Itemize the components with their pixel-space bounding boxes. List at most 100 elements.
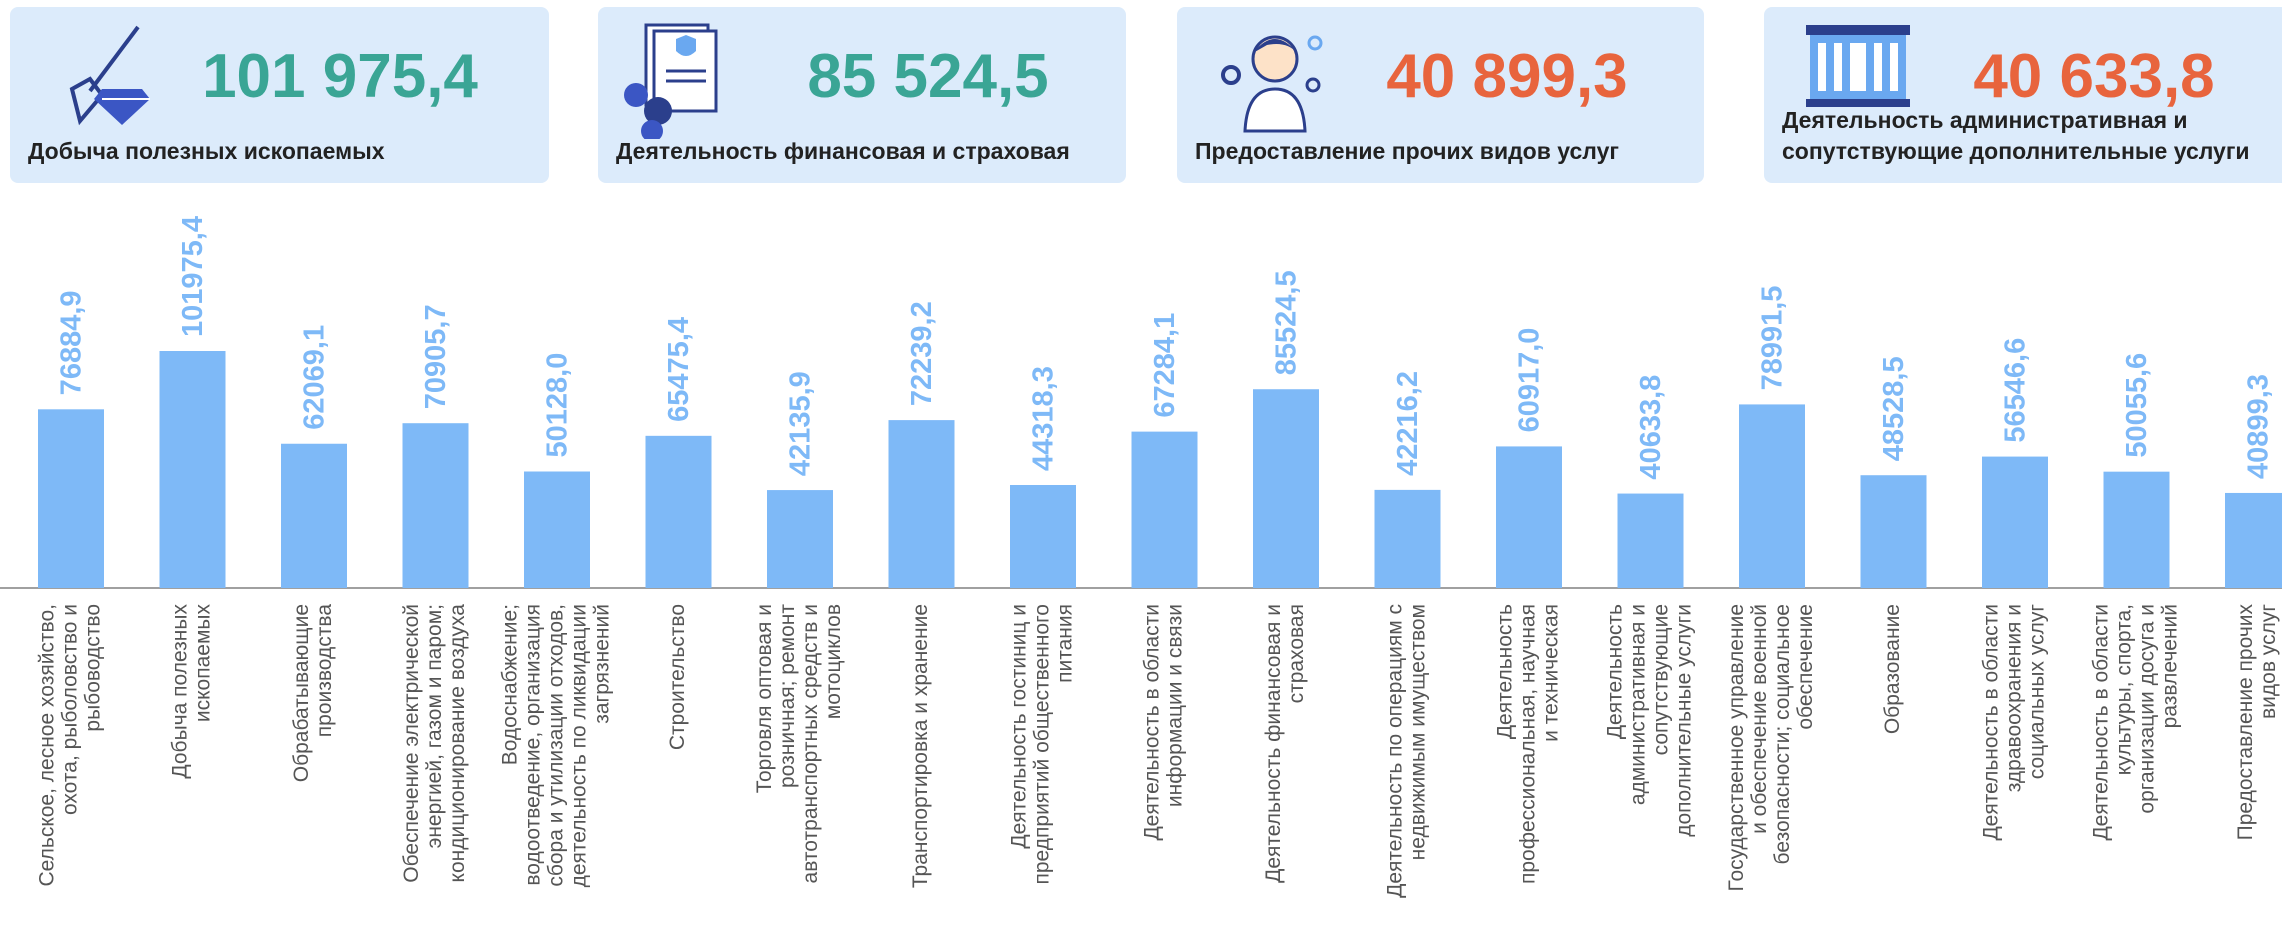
x-tick-label: Водоснабжение;	[499, 604, 522, 765]
icon-mining	[69, 25, 150, 126]
data-label: 40633,8	[1635, 375, 1667, 480]
x-tick-label: Образование	[1881, 604, 1904, 734]
x-tick-label: Деятельность в области	[1980, 604, 2003, 841]
x-tick-label: и обеспечение военной	[1748, 604, 1771, 834]
bar	[1617, 493, 1684, 588]
bar	[38, 409, 104, 588]
x-tick-label: здравоохранения и	[2003, 604, 2026, 792]
card-value: 40 633,8	[1973, 42, 2215, 111]
x-tick-label: водоотведение, организация	[522, 604, 545, 886]
x-tick-label: информации и связи	[1164, 604, 1187, 807]
data-label: 40899,3	[2243, 374, 2275, 479]
data-label: 42216,2	[1392, 371, 1424, 476]
x-tick-label: развлечений	[2159, 604, 2182, 728]
data-label: 48528,5	[1878, 356, 1910, 461]
x-tick-label: Торговля оптовая и	[753, 604, 776, 793]
x-tick-label: Деятельность	[1494, 604, 1517, 739]
x-tick-label: Деятельность в области	[1141, 604, 1164, 841]
x-tick-label: предприятий общественного	[1031, 604, 1054, 885]
bar	[1374, 489, 1441, 588]
data-label: 65475,4	[663, 317, 695, 422]
x-tick-label: Деятельность в области	[2090, 604, 2113, 841]
x-tick-label: дополнительные услуги	[1673, 604, 1696, 837]
x-tick-label: Транспортировка и хранение	[909, 604, 932, 888]
x-tick-label: охота, рыболовство и	[59, 604, 82, 815]
card-label-line: Деятельность финансовая и страховая	[616, 138, 1070, 164]
x-tick-label: Строительство	[666, 604, 689, 750]
x-tick-label: социальных услуг	[2026, 604, 2049, 780]
data-label: 62069,1	[299, 325, 331, 430]
data-label: 76884,9	[56, 290, 88, 395]
bar	[402, 423, 469, 588]
data-label: 72239,2	[906, 301, 938, 406]
card-label-line: Предоставление прочих видов услуг	[1195, 138, 1619, 164]
data-label: 56546,6	[2000, 338, 2032, 443]
bar	[159, 351, 226, 588]
data-label: 85524,5	[1271, 270, 1303, 375]
card-label-line: Деятельность административная и	[1782, 107, 2188, 133]
icon-services	[1221, 35, 1323, 133]
data-label: 70905,7	[420, 304, 452, 409]
data-label: 101975,4	[177, 216, 209, 337]
x-tick-label: ископаемых	[192, 604, 215, 723]
x-tick-label: загрязнений	[591, 604, 614, 724]
bar	[524, 471, 590, 588]
x-tick-label: Сельское, лесное хозяйство,	[36, 604, 59, 887]
x-tick-label: сбора и утилизации отходов,	[545, 604, 568, 887]
x-tick-label: Добыча полезных	[169, 604, 192, 779]
data-label: 42135,9	[785, 371, 817, 476]
bar	[1982, 456, 2048, 588]
x-tick-label: культуры, спорта,	[2113, 604, 2136, 775]
card-label: Деятельность административная и сопутству…	[1782, 105, 2282, 167]
card-label-line: Добыча полезных ископаемых	[28, 138, 385, 164]
x-tick-label: и техническая	[1540, 604, 1563, 742]
bar	[1010, 485, 1076, 588]
card-label: Деятельность финансовая и страховая	[616, 136, 1116, 167]
x-tick-label: энергией, газом и паром;	[423, 604, 446, 848]
bar	[1860, 475, 1927, 588]
card: 40 633,8 Деятельность административная и…	[1764, 7, 2282, 183]
card: 85 524,5 Деятельность финансовая и страх…	[598, 7, 1126, 183]
x-tick-label: недвижимым имуществом	[1407, 604, 1430, 860]
bar	[281, 443, 347, 588]
x-tick-label: Деятельность по операциям с	[1384, 604, 1407, 898]
x-tick-label: профессиональная, научная	[1517, 604, 1540, 884]
bar	[2225, 492, 2282, 588]
x-tick-label: питания	[1054, 604, 1077, 683]
bar	[1131, 431, 1198, 588]
x-tick-label: Деятельность финансовая и	[1262, 604, 1285, 883]
card-value: 40 899,3	[1386, 42, 1628, 111]
x-tick-label: Деятельность гостиниц и	[1008, 604, 1031, 849]
x-tick-label: Деятельность	[1604, 604, 1627, 739]
x-tick-label: кондиционирование воздуха	[446, 604, 469, 883]
x-tick-label: административная и	[1627, 604, 1650, 805]
data-label: 67284,1	[1149, 313, 1181, 418]
x-tick-label: деятельность по ликвидации	[568, 604, 591, 887]
x-tick-label: обеспечение	[1794, 604, 1817, 730]
data-label: 50055,6	[2121, 353, 2153, 458]
x-tick-label: рыбоводство	[82, 604, 105, 732]
x-tick-label: автотранспортных средств и	[799, 604, 822, 883]
bar	[767, 490, 833, 588]
data-label: 60917,0	[1514, 328, 1546, 433]
card-value: 85 524,5	[807, 42, 1049, 111]
card-label-line: сопутствующие дополнительные услуги	[1782, 138, 2250, 164]
x-tick-label: Обрабатывающие	[290, 604, 313, 782]
card-value: 101 975,4	[202, 42, 478, 111]
x-tick-label: мотоциклов	[822, 604, 845, 719]
x-tick-label: безопасности; социальное	[1771, 604, 1794, 864]
x-tick-label: страховая	[1285, 604, 1308, 703]
data-label: 44318,3	[1028, 366, 1060, 471]
bar	[2103, 471, 2170, 588]
card-label: Предоставление прочих видов услуг	[1195, 136, 1694, 167]
bar	[888, 420, 955, 588]
bar	[645, 435, 712, 588]
x-tick-label: Предоставление прочих	[2234, 604, 2257, 841]
x-tick-label: розничная; ремонт	[776, 604, 799, 788]
card: 101 975,4 Добыча полезных ископаемых	[10, 7, 549, 183]
x-tick-label: производства	[313, 604, 336, 738]
x-tick-label: Государственное управление	[1725, 604, 1748, 892]
icon-building	[1806, 25, 1910, 107]
bar	[1739, 404, 1805, 588]
